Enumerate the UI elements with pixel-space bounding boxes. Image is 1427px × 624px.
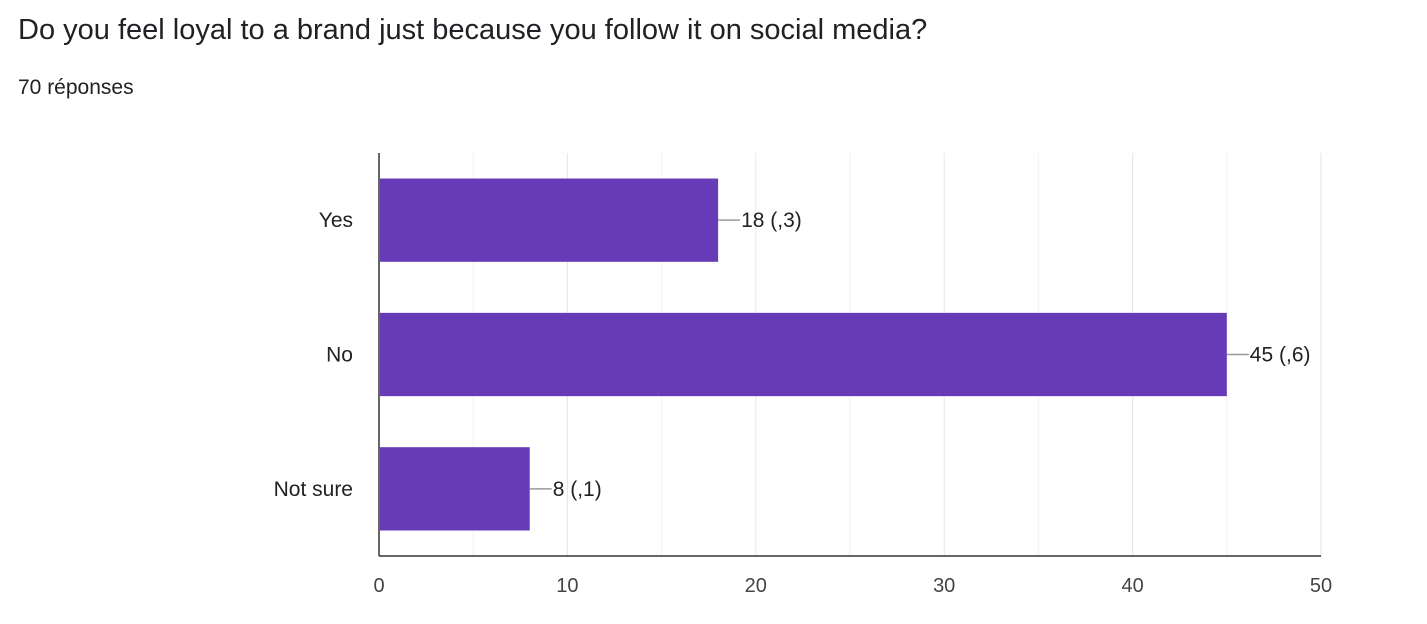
- labels: 0 10 20 30 40 50 Yes 18 (,3) No 45 (,6) Not sure 8 …: [274, 209, 1333, 597]
- data-label: 8 (,1): [553, 478, 602, 501]
- data-label: 45 (,6): [1250, 344, 1311, 367]
- bar: [380, 312, 1227, 397]
- response-count: 70 réponses: [18, 76, 134, 99]
- category-label: Not sure: [274, 478, 353, 501]
- bars: [380, 178, 1227, 531]
- x-tick-label: 40: [1121, 575, 1143, 597]
- x-tick-label: 50: [1310, 575, 1332, 597]
- bar: [380, 447, 530, 531]
- x-tick-label: 30: [933, 575, 955, 597]
- x-tick-label: 20: [745, 575, 767, 597]
- question-title: Do you feel loyal to a brand just becaus…: [18, 14, 928, 46]
- x-tick-label: 10: [556, 575, 578, 597]
- x-tick-label: 0: [373, 575, 384, 597]
- category-label: Yes: [319, 209, 353, 232]
- category-label: No: [326, 344, 353, 367]
- bar: [380, 178, 719, 262]
- data-label: 18 (,3): [741, 209, 802, 232]
- axes: [378, 153, 1321, 557]
